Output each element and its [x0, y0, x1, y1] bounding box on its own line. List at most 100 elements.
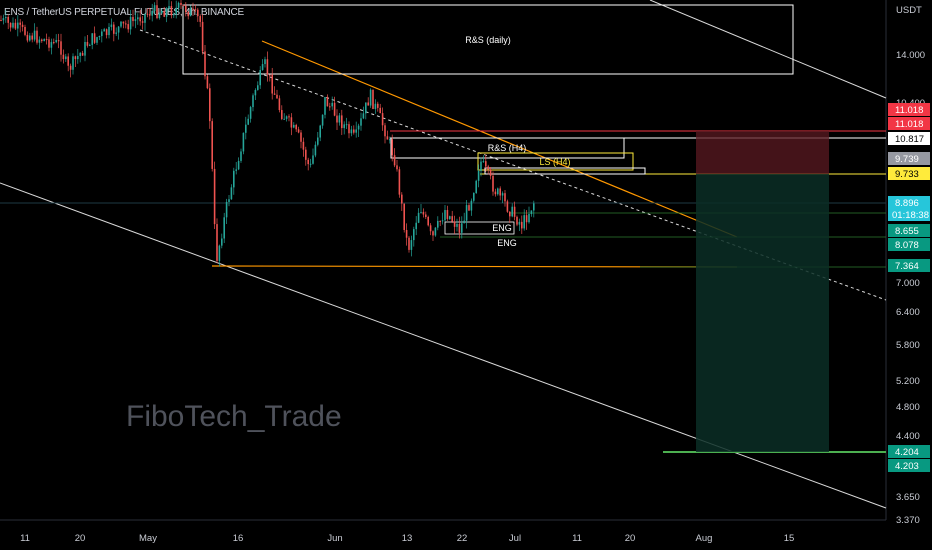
candle-119: [285, 116, 288, 119]
candle-75: [180, 2, 182, 5]
candle-157: [377, 103, 379, 108]
candle-8: [19, 22, 21, 25]
candle-114: [273, 93, 276, 95]
zone-rs-h4[interactable]: R&S (H4): [390, 137, 625, 159]
candle-50: [120, 21, 122, 27]
candle-86: [206, 76, 209, 89]
candle-165: [396, 165, 398, 170]
candle-184: [441, 220, 444, 222]
candle-13: [31, 35, 33, 40]
candle-93: [223, 217, 225, 239]
price-tick-5800: 5.800: [896, 340, 920, 351]
candle-34: [81, 52, 84, 56]
candle-76: [182, 4, 185, 6]
time-tick-aug: Aug: [696, 533, 713, 544]
candle-197: [473, 192, 475, 201]
zone-eng-1[interactable]: ENG: [444, 221, 515, 235]
candle-147: [353, 129, 355, 133]
price-axis-currency: USDT: [896, 5, 922, 16]
candle-91: [218, 245, 221, 261]
candle-169: [405, 229, 408, 238]
candle-205: [492, 175, 494, 192]
candle-31: [74, 56, 77, 60]
candle-36: [86, 41, 89, 46]
candle-2: [5, 16, 7, 19]
price-tag-current: 8.896 01:18:38: [888, 196, 930, 221]
candle-212: [509, 211, 511, 217]
candle-117: [281, 110, 283, 119]
candle-128: [307, 159, 309, 165]
candle-44: [105, 29, 108, 36]
candle-129: [309, 163, 312, 165]
svg-text:8.078: 8.078: [895, 240, 919, 251]
candle-204: [489, 169, 492, 176]
candle-153: [367, 102, 369, 106]
candle-77: [185, 5, 187, 13]
svg-text:8.896: 8.896: [895, 198, 919, 209]
candle-179: [429, 225, 432, 232]
candle-66: [158, 13, 161, 19]
candle-209: [501, 193, 504, 196]
time-tick-22: 22: [457, 533, 468, 544]
candle-216: [518, 221, 521, 225]
svg-text:4.204: 4.204: [895, 447, 919, 458]
svg-text:10.817: 10.817: [895, 134, 924, 145]
price-tag-target-2: 4.203: [888, 459, 930, 472]
channel-upper-line[interactable]: [649, 0, 887, 99]
candle-18: [43, 39, 45, 42]
candle-64: [153, 5, 156, 11]
price-tick-4400: 4.400: [896, 431, 920, 442]
position-risk-zone[interactable]: [696, 131, 829, 174]
candle-115: [276, 94, 278, 99]
candle-106: [254, 89, 257, 96]
candle-27: [65, 56, 67, 60]
candle-213: [511, 206, 513, 217]
candle-123: [295, 124, 297, 130]
price-tag-resistance: 10.817: [888, 132, 930, 145]
time-tick-jul: Jul: [509, 533, 521, 544]
channel-lower-line[interactable]: [0, 182, 887, 509]
candle-41: [98, 36, 101, 38]
candle-99: [237, 160, 240, 170]
position-reward-zone[interactable]: [696, 174, 829, 452]
svg-text:9.733: 9.733: [895, 169, 919, 180]
candle-203: [487, 166, 489, 170]
orange-trend-line[interactable]: [261, 40, 738, 238]
candle-137: [329, 106, 331, 108]
candle-98: [235, 169, 237, 171]
candle-24: [57, 40, 60, 42]
candle-15: [36, 30, 38, 43]
candle-49: [117, 26, 120, 33]
candle-95: [228, 199, 230, 202]
price-tag-9739: 9.739: [888, 152, 930, 165]
candle-47: [113, 24, 115, 34]
candle-81: [194, 9, 197, 11]
candle-193: [463, 220, 465, 224]
candle-51: [122, 21, 125, 24]
candle-175: [420, 211, 422, 213]
candle-217: [521, 221, 523, 229]
candle-94: [225, 201, 228, 218]
price-tick-3650: 3.650: [896, 492, 920, 503]
candles[interactable]: [0, 0, 535, 267]
candle-152: [365, 102, 367, 114]
candle-9: [21, 24, 24, 27]
candle-87: [209, 88, 211, 122]
candle-185: [444, 210, 446, 221]
candle-136: [326, 96, 329, 107]
candle-16: [38, 39, 41, 43]
candle-221: [530, 210, 533, 215]
candle-32: [77, 56, 79, 60]
candle-211: [506, 201, 509, 212]
zone-rs-daily[interactable]: R&S (daily): [182, 4, 794, 75]
candle-10: [24, 26, 26, 35]
candle-103: [247, 118, 249, 125]
candle-11: [26, 34, 29, 41]
candle-144: [345, 124, 348, 126]
candle-162: [389, 139, 391, 141]
candle-56: [134, 19, 137, 22]
price-tag-8078: 8.078: [888, 238, 930, 251]
zone-ls-h4[interactable]: LS (H4): [477, 152, 646, 175]
candle-78: [187, 12, 189, 17]
